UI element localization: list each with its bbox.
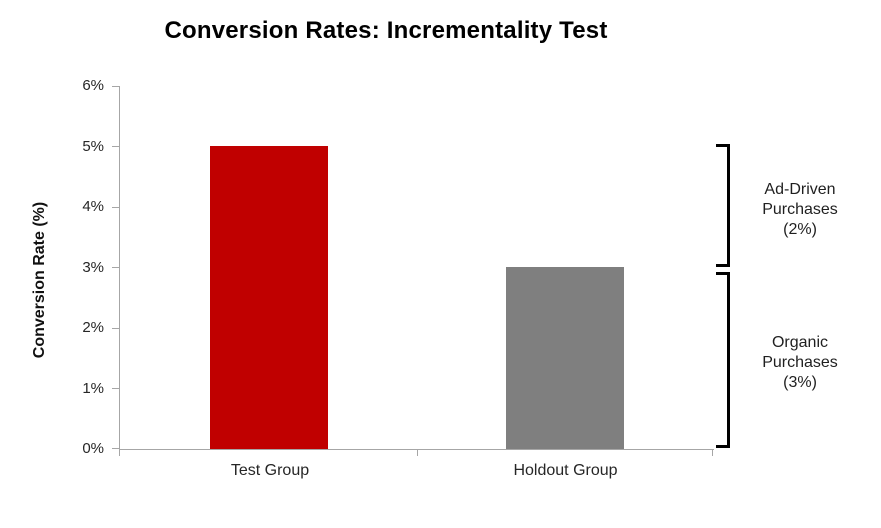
y-tick-label-3: 3% bbox=[82, 259, 104, 276]
y-tick-mark bbox=[112, 388, 119, 389]
bar-test-group bbox=[210, 146, 328, 449]
y-tick-mark bbox=[112, 448, 119, 449]
x-category-label-test-group: Test Group bbox=[230, 462, 310, 479]
x-tick-mark bbox=[119, 449, 120, 456]
bracket-organic bbox=[716, 272, 730, 448]
bracket-ad-driven bbox=[716, 144, 730, 267]
y-tick-label-4: 4% bbox=[82, 198, 104, 215]
x-axis-line bbox=[119, 449, 714, 450]
y-tick-label-2: 2% bbox=[82, 319, 104, 336]
x-category-label-holdout-group: Holdout Group bbox=[513, 462, 618, 479]
y-tick-label-6: 6% bbox=[82, 77, 104, 94]
x-tick-mark bbox=[712, 449, 713, 456]
y-tick-mark bbox=[112, 328, 119, 329]
y-tick-mark bbox=[112, 267, 119, 268]
y-tick-label-1: 1% bbox=[82, 380, 104, 397]
bar-holdout-group bbox=[506, 267, 624, 449]
annotation-organic-purchases: Organic Purchases (3%) bbox=[762, 334, 838, 391]
y-axis-line bbox=[119, 86, 120, 449]
chart-title: Conversion Rates: Incrementality Test bbox=[164, 17, 608, 44]
y-tick-label-5: 5% bbox=[82, 138, 104, 155]
y-tick-mark bbox=[112, 86, 119, 87]
y-tick-label-0: 0% bbox=[82, 440, 104, 457]
y-tick-mark bbox=[112, 207, 119, 208]
y-tick-mark bbox=[112, 146, 119, 147]
x-tick-mark bbox=[417, 449, 418, 456]
annotation-ad-driven-purchases: Ad-Driven Purchases (2%) bbox=[762, 181, 838, 238]
